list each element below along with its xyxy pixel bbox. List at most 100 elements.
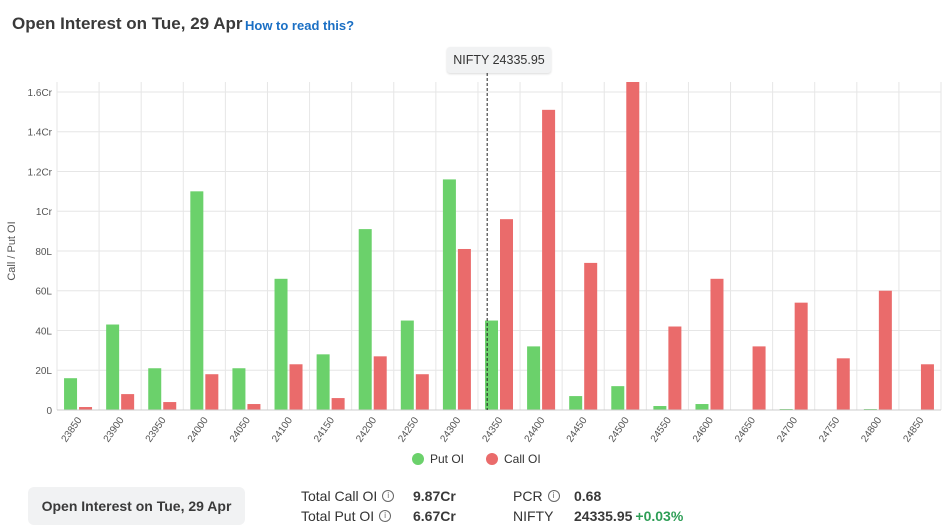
- call-oi-bar: [584, 262, 598, 410]
- call-oi-bar: [626, 82, 640, 410]
- y-tick-label: 1.4Cr: [28, 128, 53, 139]
- call-oi-bar: [836, 358, 850, 410]
- total-put-value: 6.67Cr: [413, 508, 456, 524]
- call-legend-swatch: [486, 453, 499, 465]
- pcr-row: PCR i 0.68: [513, 486, 683, 506]
- x-tick-label: 24250: [396, 415, 421, 444]
- call-oi-bar: [247, 404, 261, 410]
- put-oi-bar: [695, 404, 709, 410]
- x-tick-label: 24100: [270, 415, 295, 444]
- x-tick-label: 24200: [354, 415, 379, 444]
- legend-put[interactable]: Put OI: [412, 452, 464, 466]
- y-tick-label: 1.2Cr: [28, 167, 53, 178]
- put-oi-bar: [148, 368, 162, 410]
- call-oi-bar: [163, 402, 177, 410]
- put-oi-bar: [232, 368, 246, 410]
- call-oi-bar: [289, 364, 303, 410]
- call-oi-bar: [415, 374, 429, 410]
- call-oi-bar: [710, 278, 724, 410]
- x-tick-label: 24500: [607, 415, 632, 444]
- x-tick-label: 24750: [817, 415, 842, 444]
- put-legend-swatch: [412, 453, 424, 465]
- pcr-label: PCR: [513, 488, 543, 504]
- put-oi-bar: [442, 179, 456, 410]
- call-oi-bar: [373, 356, 387, 410]
- y-tick-label: 80L: [35, 247, 52, 258]
- info-icon[interactable]: i: [379, 510, 392, 522]
- put-oi-bar: [64, 378, 78, 410]
- total-call-row: Total Call OI i 9.87Cr: [301, 486, 456, 506]
- put-oi-bar: [274, 278, 288, 410]
- pcr-nifty-stats: PCR i 0.68 NIFTY 24335.95 +0.03%: [513, 486, 683, 526]
- call-oi-bar: [121, 394, 135, 410]
- x-tick-label: 24000: [186, 415, 211, 444]
- x-tick-label: 24150: [312, 415, 337, 444]
- put-oi-bar: [569, 396, 583, 410]
- total-put-row: Total Put OI i 6.67Cr: [301, 506, 456, 526]
- x-tick-label: 24450: [565, 415, 590, 444]
- info-icon[interactable]: i: [547, 490, 560, 502]
- total-call-label: Total Call OI: [301, 488, 378, 504]
- x-tick-label: 24400: [523, 415, 548, 444]
- put-oi-bar: [485, 320, 498, 410]
- pcr-value: 0.68: [574, 488, 602, 504]
- y-tick-label: 1.6Cr: [28, 88, 53, 99]
- put-oi-bar: [400, 320, 414, 410]
- spot-price-tag: NIFTY 24335.95: [447, 47, 551, 73]
- page-title: Open Interest on Tue, 29 Apr: [12, 14, 243, 33]
- call-oi-bar: [331, 398, 345, 410]
- total-put-label-wrap: Total Put OI i: [301, 508, 413, 524]
- x-tick-label: 23900: [102, 415, 127, 444]
- put-oi-bar: [190, 191, 204, 410]
- y-tick-label: 20L: [35, 366, 52, 377]
- y-axis-label: Call / Put OI: [6, 221, 18, 280]
- pcr-label-wrap: PCR i: [513, 488, 574, 504]
- put-oi-bar: [106, 324, 120, 410]
- put-oi-bar: [611, 386, 625, 410]
- call-oi-bar: [542, 109, 556, 411]
- call-oi-bar: [457, 248, 471, 410]
- info-icon[interactable]: i: [382, 490, 395, 502]
- nifty-label: NIFTY: [513, 508, 554, 524]
- x-tick-label: 24650: [733, 415, 758, 444]
- x-tick-label: 23850: [60, 415, 85, 444]
- put-oi-bar: [358, 229, 372, 410]
- legend-call[interactable]: Call OI: [486, 452, 541, 466]
- x-tick-label: 24600: [691, 415, 716, 444]
- call-oi-bar: [794, 302, 808, 410]
- nifty-label-wrap: NIFTY: [513, 508, 574, 524]
- x-tick-label: 24050: [228, 415, 253, 444]
- x-tick-label: 24300: [438, 415, 463, 444]
- nifty-value: 24335.95: [574, 508, 633, 524]
- nifty-row: NIFTY 24335.95 +0.03%: [513, 506, 683, 526]
- put-oi-bar: [527, 346, 541, 410]
- put-oi-bar: [653, 406, 667, 410]
- chart-legend: Put OI Call OI: [412, 452, 541, 466]
- open-interest-date-button[interactable]: Open Interest on Tue, 29 Apr: [28, 487, 245, 525]
- call-oi-bar: [205, 374, 219, 410]
- y-tick-label: 60L: [35, 287, 52, 298]
- call-oi-bar: [752, 346, 766, 410]
- x-tick-label: 24350: [480, 415, 505, 444]
- legend-call-label: Call OI: [504, 452, 541, 466]
- x-tick-label: 24800: [859, 415, 884, 444]
- total-call-value: 9.87Cr: [413, 488, 456, 504]
- y-tick-label: 1Cr: [36, 207, 53, 218]
- total-put-label: Total Put OI: [301, 508, 375, 524]
- call-oi-bar: [920, 364, 934, 410]
- call-oi-bar: [500, 219, 513, 410]
- total-call-label-wrap: Total Call OI i: [301, 488, 413, 504]
- call-oi-bar: [79, 407, 93, 410]
- call-oi-bar: [878, 290, 892, 410]
- put-oi-bar: [316, 354, 330, 410]
- how-to-read-link[interactable]: How to read this?: [245, 18, 355, 33]
- y-tick-label: 0: [46, 406, 52, 417]
- oi-totals: Total Call OI i 9.87Cr Total Put OI i 6.…: [301, 486, 456, 526]
- call-oi-bar: [668, 326, 682, 410]
- oi-bar-chart: 0 20L 40L 60L 80L 1Cr 1.2Cr 1.4Cr 1.6Cr Call / Pu…: [6, 73, 942, 445]
- x-tick-label: 24550: [649, 415, 674, 444]
- x-tick-label: 24700: [775, 415, 800, 444]
- nifty-change: +0.03%: [635, 508, 684, 524]
- y-tick-label: 40L: [35, 326, 52, 337]
- x-tick-label: 24850: [901, 415, 926, 444]
